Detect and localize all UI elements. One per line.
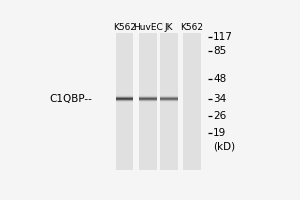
Text: JK: JK	[165, 23, 173, 32]
Text: (kD): (kD)	[213, 141, 235, 151]
Text: 19: 19	[213, 128, 226, 138]
Text: 117: 117	[213, 32, 233, 42]
Text: K562: K562	[181, 23, 204, 32]
Bar	[116, 33, 134, 170]
Text: 34: 34	[213, 94, 226, 104]
Text: 85: 85	[213, 46, 226, 56]
Text: HuvEC: HuvEC	[133, 23, 163, 32]
Bar	[160, 33, 178, 170]
Text: C1QBP--: C1QBP--	[49, 94, 92, 104]
Text: K562: K562	[113, 23, 136, 32]
Bar	[139, 33, 157, 170]
Text: 26: 26	[213, 111, 226, 121]
Text: 48: 48	[213, 74, 226, 84]
Bar	[183, 33, 201, 170]
